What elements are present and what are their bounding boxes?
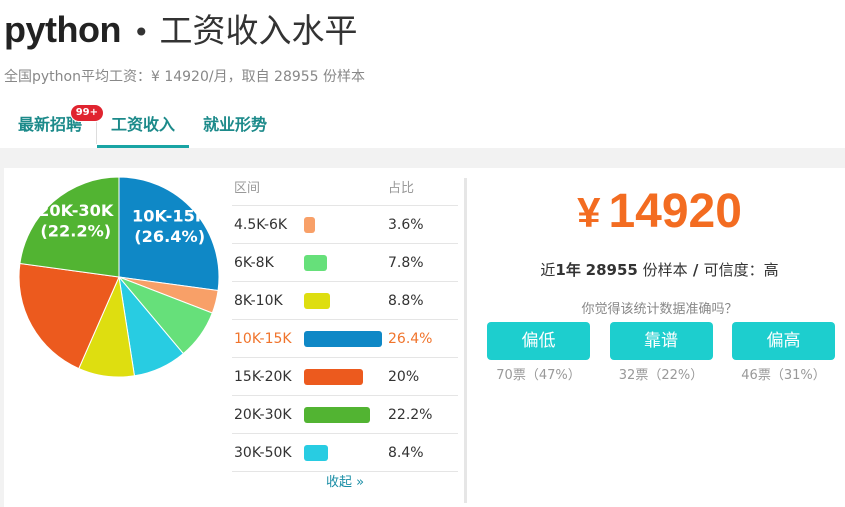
row-bar [304,444,328,461]
row-range: 30K-50K [234,444,292,461]
pie-slice-10K-15K[interactable] [118,176,220,292]
tab-salary[interactable]: 工资收入 [97,112,190,148]
table-row: 30K-50K 8.4% [232,434,458,472]
title-dot: • [132,16,150,49]
table-row: 10K-15K 26.4% [232,320,458,358]
vote-high-button[interactable]: 偏高 [732,322,835,360]
collapse-link[interactable]: 收起 » [325,475,365,490]
row-range: 20K-30K [234,406,292,423]
row-bar [304,368,363,385]
average-salary-value: 14920 [608,185,742,238]
row-pct: 3.6% [388,216,424,233]
salary-card: 10K-15K (26.4%) 20K-30K (22.2%) 区间 占比 4.5K-… [4,168,845,507]
row-range: 6K-8K [234,254,274,271]
vote-reliable: 靠谱 32票（22%） [609,322,713,383]
row-pct: 26.4% [388,330,433,347]
row-pct: 7.8% [388,254,424,271]
sample-info-prefix: 近 [540,261,556,279]
row-bar [304,292,330,309]
sample-info-year: 1年 [555,261,581,279]
new-count-badge: 99+ [69,104,105,122]
vote-low-count: 70票（47%） [496,368,581,383]
currency-symbol: ¥ [577,189,601,236]
row-pct: 8.4% [388,444,424,461]
title-text: 工资收入水平 [159,11,358,50]
vote-high-count: 46票（31%） [741,368,826,383]
table-header: 区间 占比 [232,168,458,206]
salary-distribution-table: 区间 占比 4.5K-6K 3.6% 6K-8K 7.8% 8K-10K 8.8% 10K-… [232,168,458,496]
salary-pie-chart: 10K-15K (26.4%) 20K-30K (22.2%) [18,176,220,378]
tab-employment[interactable]: 就业形势 [189,112,281,148]
row-range: 10K-15K [234,330,292,347]
page-title: python • 工资收入水平 [4,4,358,50]
row-pct: 8.8% [388,292,424,309]
tab-salary-label: 工资收入 [111,115,176,134]
credibility-label: 可信度： [703,261,764,279]
tab-bar: 最新招聘 99+ 工资收入 就业形势 [4,104,281,148]
table-row: 4.5K-6K 3.6% [232,206,458,244]
row-pct: 20% [388,368,420,385]
sample-info: 近1年 28955 份样本 / 可信度：高 [474,259,845,280]
table-row: 20K-30K 22.2% [232,396,458,434]
row-range: 4.5K-6K [234,216,288,233]
table-row: 6K-8K 7.8% [232,244,458,282]
table-body: 4.5K-6K 3.6% 6K-8K 7.8% 8K-10K 8.8% 10K-15K 26.… [232,206,458,472]
tab-latest-jobs[interactable]: 最新招聘 99+ [4,104,105,148]
pie-label-name: 20K-30K [38,201,115,220]
header-section: python • 工资收入水平 全国python平均工资：¥ 14920/月，取… [0,0,845,148]
pie-svg: 10K-15K(26.4%) 20K-30K(22.2%) [18,176,220,378]
table-row: 8K-10K 8.8% [232,282,458,320]
vote-reliable-count: 32票（22%） [618,368,704,383]
pie-label-pct: (22.2%) [40,221,111,240]
row-bar [304,406,370,423]
vote-low-button[interactable]: 偏低 [487,322,590,360]
pie-label-pct: (26.4%) [134,227,205,246]
vote-reliable-button[interactable]: 靠谱 [609,322,713,360]
tab-divider [96,114,98,144]
vote-high: 偏高 46票（31%） [732,322,835,383]
page-subtitle: 全国python平均工资：¥ 14920/月，取自 28955 份样本 [4,69,366,85]
tab-employment-label: 就业形势 [203,115,268,134]
header-pct: 占比 [388,181,415,196]
average-salary: ¥14920 [474,182,845,243]
pie-slice-20K-30K[interactable] [19,176,120,278]
pie-label-name: 10K-15K [132,207,209,226]
sample-count: 28955 [585,261,638,279]
row-bar [304,254,327,271]
row-range: 8K-10K [234,292,283,309]
salary-summary: ¥14920 近1年 28955 份样本 / 可信度：高 你觉得该统计数据准确吗… [474,168,845,383]
row-range: 15K-20K [234,368,292,385]
title-keyword: python [4,9,121,50]
credibility-value: 高 [763,261,779,279]
row-pct: 22.2% [388,406,433,423]
row-bar [304,330,382,347]
vote-low: 偏低 70票（47%） [487,322,590,383]
tab-latest-jobs-label: 最新招聘 [18,115,83,134]
table-row: 15K-20K 20% [232,358,458,396]
accuracy-question: 你觉得该统计数据准确吗？ [581,302,738,317]
vertical-divider [464,178,467,503]
pie-slice-15K-20K[interactable] [18,262,120,370]
row-bar [304,216,315,233]
sample-info-sep: / [687,261,704,279]
sample-info-unit: 份样本 [642,261,688,279]
vote-group: 偏低 70票（47%） 靠谱 32票（22%） 偏高 46票（31%） [474,322,845,383]
header-range: 区间 [234,181,261,196]
